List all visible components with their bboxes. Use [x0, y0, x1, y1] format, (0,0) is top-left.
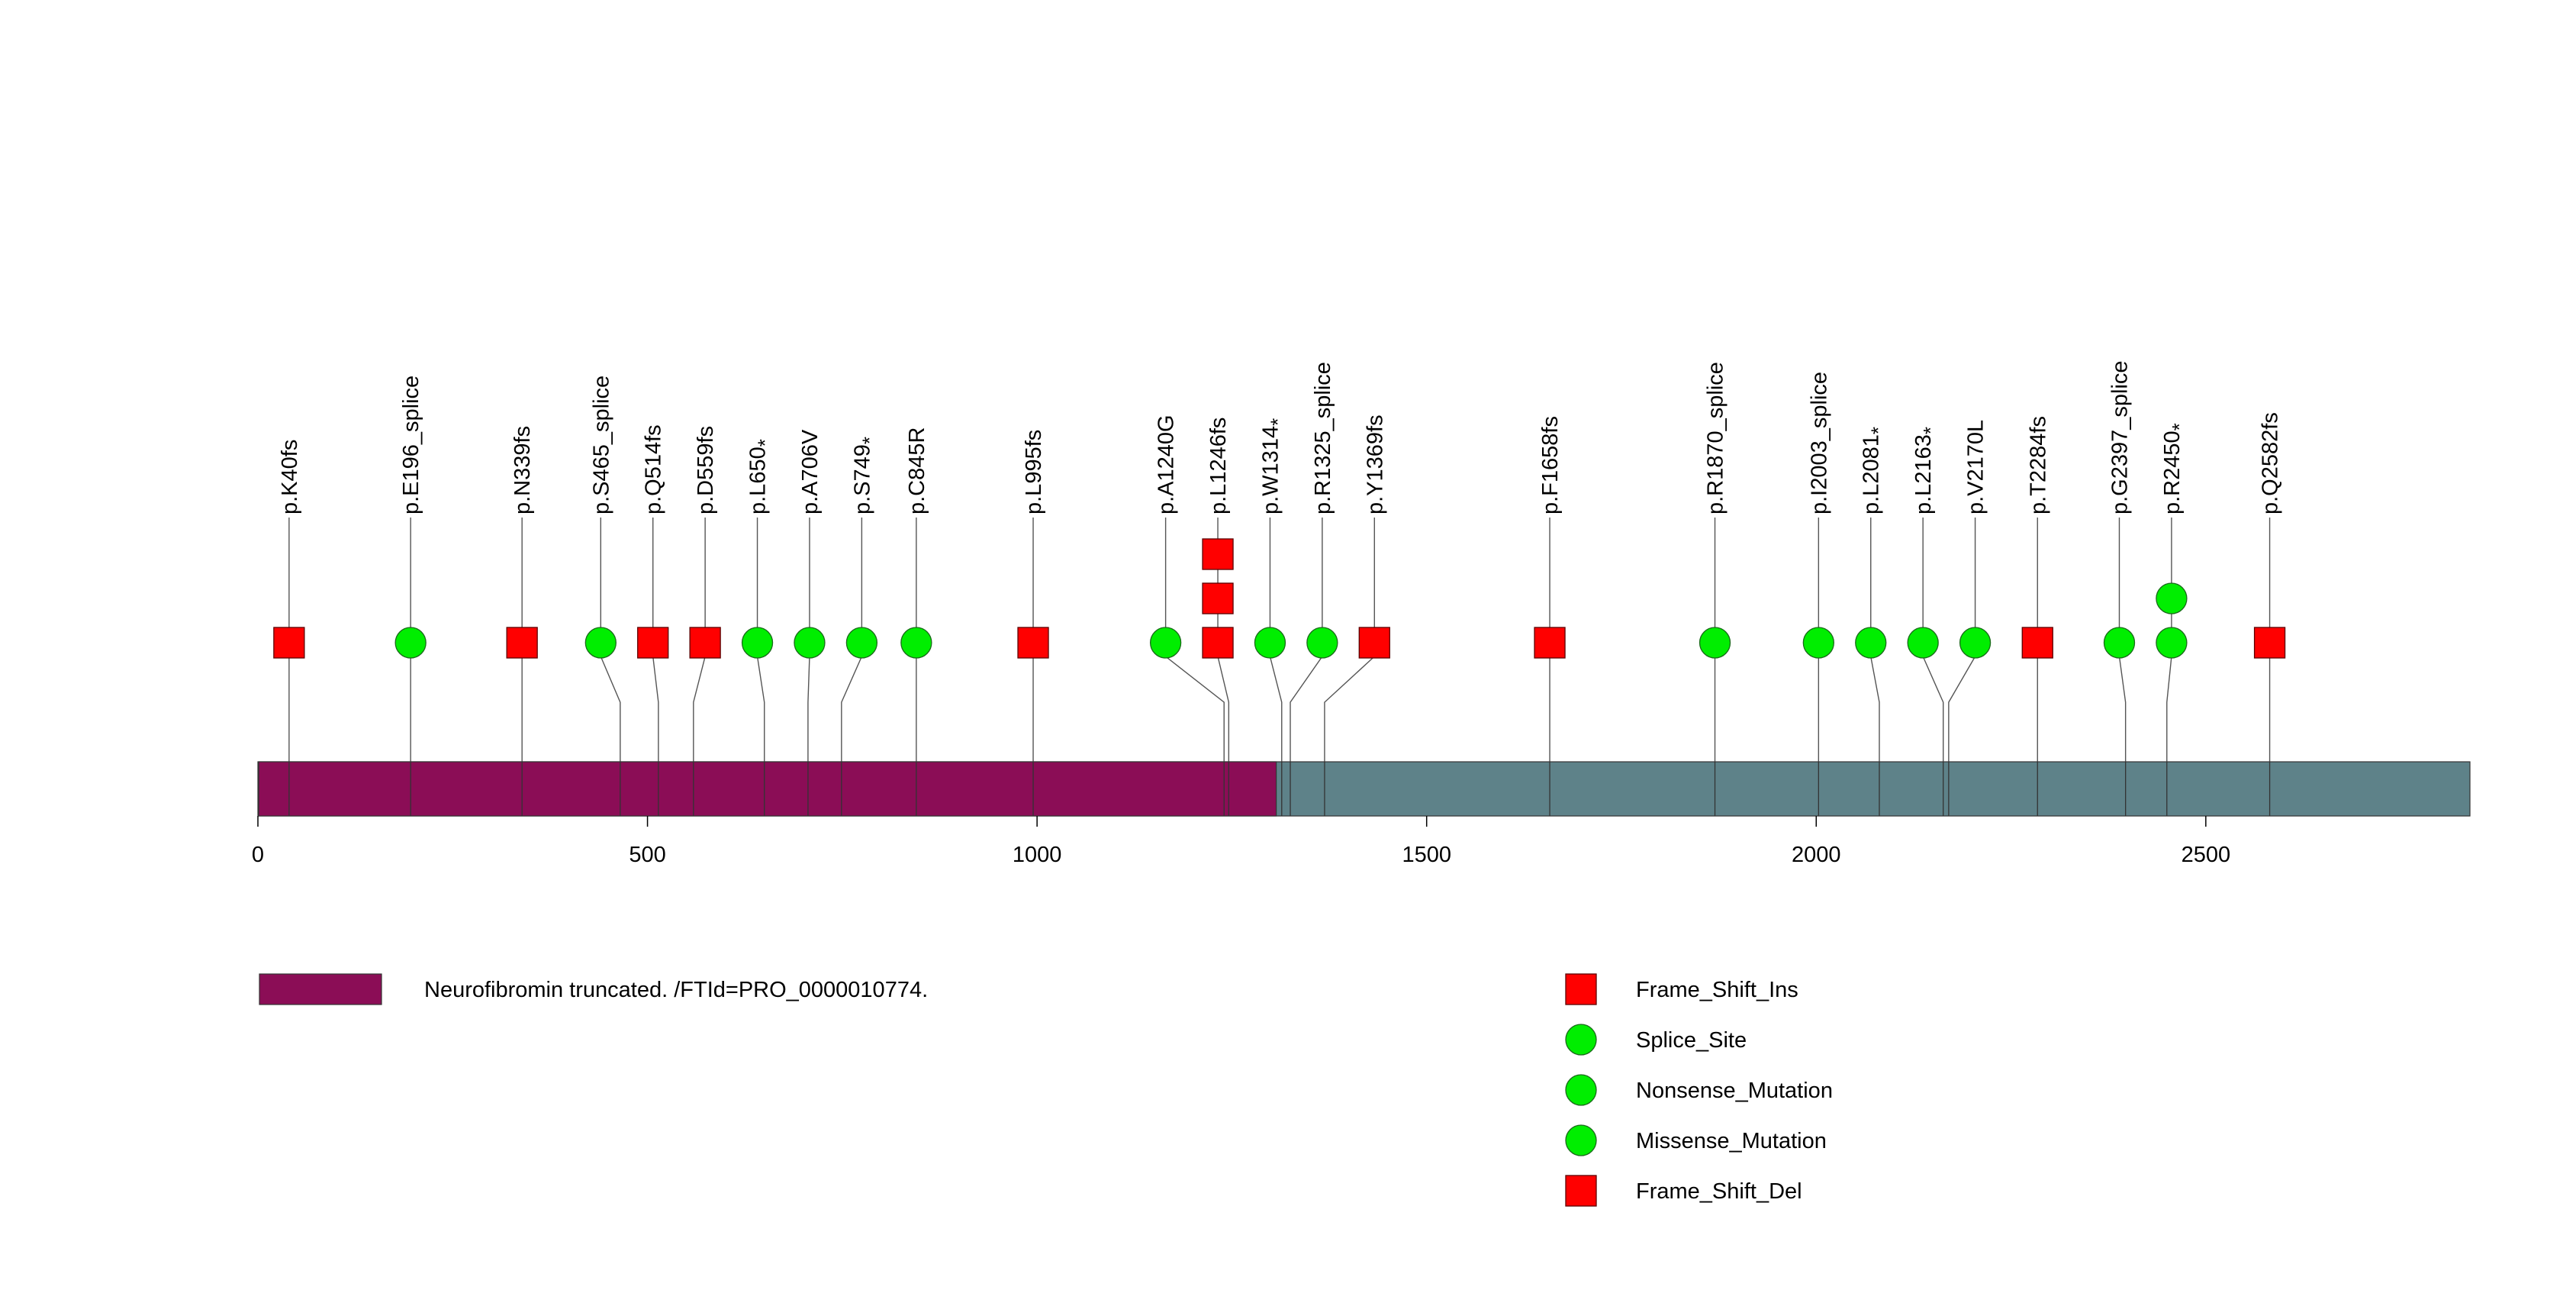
mutation-type-legend-label: Frame_Shift_Del [1636, 1179, 1802, 1204]
mutation-marker [2103, 627, 2136, 659]
protein-domain [258, 761, 1277, 817]
mutation-label: p.L650* [746, 439, 777, 514]
stems-layer [288, 518, 2271, 816]
mutation-type-legend-label: Missense_Mutation [1636, 1129, 1827, 1153]
x-tick-label: 1500 [1402, 843, 1451, 867]
mutation-label: p.C845R [905, 427, 929, 514]
mutation-marker [900, 627, 932, 659]
mutation-type-legend-swatch [1565, 1024, 1597, 1056]
mutation-label: p.I2003_splice [1807, 372, 1831, 514]
mutation-stem [652, 518, 659, 816]
mutation-label: p.W1314* [1258, 418, 1289, 514]
mutation-marker [741, 627, 774, 659]
mutation-type-legend-label: Frame_Shift_Ins [1636, 978, 1798, 1002]
x-tick-label: 0 [252, 843, 264, 867]
mutation-marker [2156, 582, 2188, 614]
mutation-stem [841, 518, 863, 816]
mutation-marker [1699, 627, 1731, 659]
domain-legend-swatch [259, 973, 382, 1005]
mutation-label: p.L995fs [1022, 430, 1046, 514]
mutation-stem [600, 518, 621, 816]
mutation-label: p.E196_splice [399, 376, 423, 514]
mutation-marker [1017, 627, 1049, 659]
mutation-type-legend-swatch [1565, 973, 1597, 1005]
mutation-marker [1202, 627, 1234, 659]
mutation-marker [1202, 582, 1234, 614]
mutation-labels: p.K40fs p.E196_splice p.N339fs p.S465_splic… [278, 360, 2283, 514]
mutation-label: p.Y1369fs [1363, 414, 1387, 514]
x-tick-label: 1000 [1013, 843, 1062, 867]
mutation-marker [394, 627, 427, 659]
mutation-marker [506, 627, 538, 659]
mutation-marker [637, 627, 669, 659]
mutation-label: p.K40fs [278, 440, 302, 514]
mutation-marker [1959, 627, 1992, 659]
mutation-type-legend-label: Nonsense_Mutation [1636, 1079, 1833, 1103]
x-tick-label: 2000 [1792, 843, 1841, 867]
mutation-label: p.T2284fs [2026, 416, 2050, 514]
mutation-stem [2118, 518, 2127, 816]
mutation-type-legend-swatch [1565, 1074, 1597, 1106]
x-axis: 0 500 1000 1500 2000 2500 [252, 816, 2230, 867]
mutation-label: p.N339fs [510, 426, 535, 514]
mutation-marker [2253, 627, 2286, 659]
mutation-marker [1358, 627, 1390, 659]
mutation-marker [2021, 627, 2053, 659]
mutation-type-legend: Frame_Shift_Ins Splice_Site Nonsense_Mutat… [1565, 973, 1833, 1207]
mutation-type-legend-swatch [1565, 1124, 1597, 1156]
mutation-stem [1922, 518, 1944, 816]
mutation-label: p.F1658fs [1538, 416, 1563, 514]
mutation-label: p.V2170L [1964, 420, 1988, 514]
protein-layer [257, 761, 2471, 817]
mutation-stem [1290, 518, 1323, 816]
mutation-label: p.S749* [850, 437, 881, 514]
mutation-marker [1534, 627, 1566, 659]
mutation-marker [1802, 627, 1834, 659]
mutation-marker [1202, 538, 1234, 570]
mutation-label: p.Q2582fs [2259, 412, 2283, 514]
mutation-marker [845, 627, 878, 659]
mutation-label: p.R2450* [2160, 423, 2191, 514]
domain-legend-label: Neurofibromin truncated. /FTId=PRO_00000… [424, 978, 928, 1002]
mutation-marker [1907, 627, 1939, 659]
mutation-label: p.G2397_splice [2107, 360, 2132, 514]
mutation-label: p.L2163* [1911, 427, 1942, 514]
mutation-marker [584, 627, 617, 659]
mutation-stem [1870, 518, 1880, 816]
mutation-stem [807, 518, 810, 816]
x-tick-label: 500 [629, 843, 665, 867]
mutation-marker [794, 627, 826, 659]
mutation-marker [273, 627, 305, 659]
mutation-marker [689, 627, 721, 659]
mutation-marker [1306, 627, 1338, 659]
mutation-marker [1149, 627, 1182, 659]
mutation-stem [756, 518, 765, 816]
mutation-type-legend-swatch [1565, 1175, 1597, 1207]
mutation-label: p.R1870_splice [1704, 362, 1728, 514]
domain-legend: Neurofibromin truncated. /FTId=PRO_00000… [259, 973, 928, 1005]
mutation-label: p.A1240G [1154, 414, 1179, 514]
mutation-stem [1164, 518, 1225, 816]
mutation-stem [693, 518, 706, 816]
mutation-type-legend-label: Splice_Site [1636, 1028, 1747, 1053]
mutation-label: p.A706V [798, 429, 823, 514]
mutation-marker [2156, 627, 2188, 659]
mutation-label: p.R1325_splice [1311, 362, 1335, 514]
mutation-stem [1948, 518, 1976, 816]
mutation-stem [1324, 518, 1375, 816]
mutation-label: p.L2081* [1860, 427, 1890, 514]
mutation-label: p.Q514fs [642, 424, 666, 514]
mutation-label: p.L1246fs [1206, 418, 1231, 514]
mutation-marker [1254, 627, 1286, 659]
mutation-markers [273, 538, 2286, 659]
mutation-label: p.S465_splice [589, 376, 613, 514]
x-tick-label: 2500 [2182, 843, 2231, 867]
mutation-marker [1855, 627, 1887, 659]
mutation-label: p.D559fs [694, 426, 718, 514]
mutation-stem [1269, 518, 1283, 816]
